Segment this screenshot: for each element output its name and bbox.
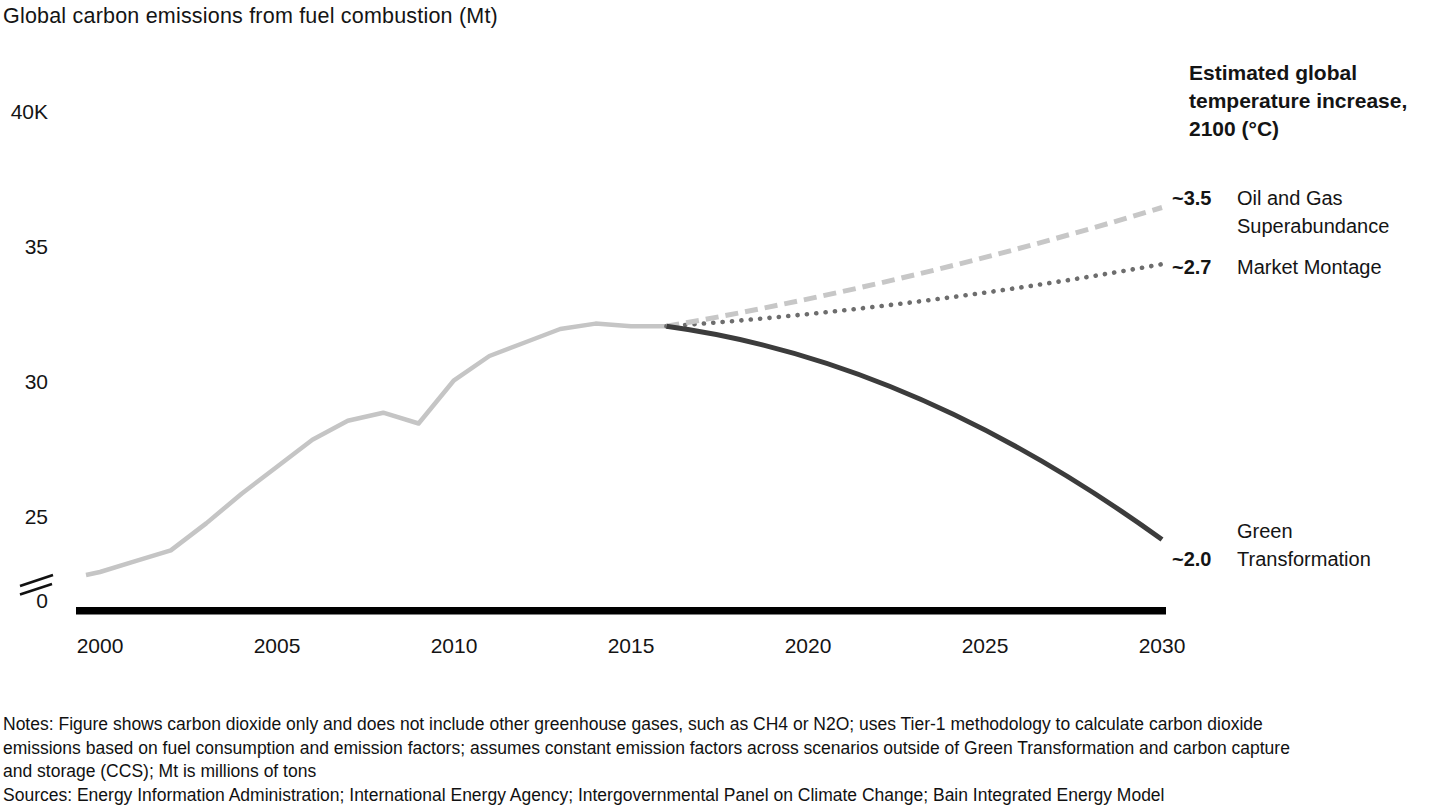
y-axis-tick-40K: 40K — [0, 100, 48, 124]
x-axis-tick-2020: 2020 — [763, 634, 853, 658]
series-line-green-transformation — [666, 326, 1162, 539]
footnotes: Notes: Figure shows carbon dioxide only … — [3, 713, 1290, 808]
x-axis-tick-2015: 2015 — [586, 634, 676, 658]
x-axis-tick-2005: 2005 — [232, 634, 322, 658]
scenario-name: Green Transformation — [1237, 517, 1371, 573]
scenario-label-market-montage: ~2.7 Market Montage — [1172, 253, 1382, 281]
scenario-name: Oil and Gas Superabundance — [1237, 184, 1389, 240]
y-axis-tick-35: 35 — [0, 235, 48, 259]
x-axis-tick-2010: 2010 — [409, 634, 499, 658]
series-line-oil-and-gas-superabundance — [666, 208, 1162, 327]
series-line-historical-emissions — [86, 324, 666, 575]
legend-heading: Estimated global temperature increase, 2… — [1189, 59, 1407, 143]
notes-line: Notes: Figure shows carbon dioxide only … — [3, 713, 1290, 737]
notes-line: and storage (CCS); Mt is millions of ton… — [3, 760, 1290, 784]
x-axis-tick-2030: 2030 — [1117, 634, 1207, 658]
scenario-temp-value: ~2.0 — [1172, 545, 1217, 573]
x-axis-tick-2000: 2000 — [55, 634, 145, 658]
legend-heading-line: 2100 (°C) — [1189, 115, 1407, 143]
y-axis-tick-25: 25 — [0, 505, 48, 529]
sources-line: Sources: Energy Information Administrati… — [3, 784, 1290, 808]
emissions-chart-figure: Global carbon emissions from fuel combus… — [0, 0, 1440, 810]
scenario-temp-value: ~3.5 — [1172, 184, 1217, 240]
legend-heading-line: Estimated global — [1189, 59, 1407, 87]
legend-heading-line: temperature increase, — [1189, 87, 1407, 115]
series-line-market-montage — [666, 264, 1162, 326]
y-axis-tick-0: 0 — [0, 589, 48, 613]
scenario-name: Market Montage — [1237, 253, 1382, 281]
x-axis-line — [76, 607, 1166, 615]
scenario-temp-value: ~2.7 — [1172, 253, 1217, 281]
x-axis-tick-2025: 2025 — [940, 634, 1030, 658]
scenario-label-green-transformation: ~2.0 Green Transformation — [1172, 517, 1371, 573]
scenario-label-oil-and-gas-superabundance: ~3.5 Oil and Gas Superabundance — [1172, 184, 1389, 240]
notes-line: emissions based on fuel consumption and … — [3, 737, 1290, 761]
chart-series-lines — [86, 208, 1162, 576]
y-axis-tick-30: 30 — [0, 370, 48, 394]
